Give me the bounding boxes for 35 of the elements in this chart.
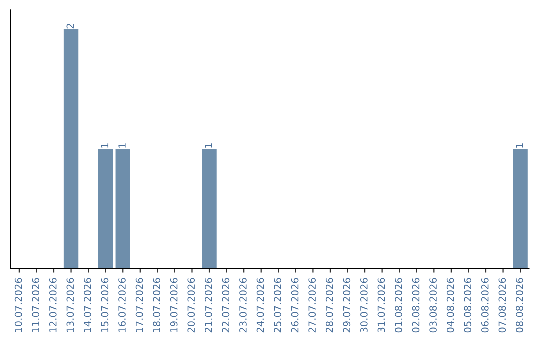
x-tick-label: 27.07.2026: [308, 278, 316, 333]
x-tick-label: 24.07.2026: [256, 278, 264, 333]
x-tick-label: 02.08.2026: [412, 278, 420, 333]
x-tick-label: 25.07.2026: [274, 278, 282, 333]
x-tick-label: 17.07.2026: [136, 278, 144, 332]
x-tick-label: 03.08.2026: [430, 278, 437, 333]
x-tick-label: 04.08.2026: [446, 278, 454, 333]
x-tick-label: 30.07.2026: [360, 278, 368, 333]
x-tick-label: 26.07.2026: [291, 278, 299, 333]
x-tick-label: 06.08.2026: [481, 278, 489, 333]
x-tick-label: 10.07.2026: [14, 278, 22, 332]
x-tick-label: 08.08.2026: [516, 278, 524, 333]
x-tick-label: 01.08.2026: [395, 278, 402, 333]
x-tick-label: 18.07.2026: [153, 278, 160, 332]
x-tick-label: 21.07.2026: [204, 278, 212, 333]
x-tick-label: 23.07.2026: [240, 278, 247, 333]
x-tick-label: 11.07.2026: [32, 278, 40, 332]
x-tick-label: 15.07.2026: [101, 278, 109, 332]
x-tick-label: 29.07.2026: [343, 278, 351, 333]
data-label: 2: [66, 24, 74, 29]
x-tick-label: 14.07.2026: [84, 278, 92, 332]
x-tick-label: 28.07.2026: [326, 278, 334, 333]
x-tick-label: 20.07.2026: [188, 278, 196, 333]
x-tick-label: 07.08.2026: [498, 278, 506, 333]
x-tick-label: 31.07.2026: [378, 278, 386, 333]
x-tick-label: 19.07.2026: [170, 278, 178, 332]
data-label: 1: [516, 144, 524, 148]
x-tick-label: 12.07.2026: [49, 278, 57, 332]
x-tick-label: 13.07.2026: [66, 278, 74, 332]
data-label: 1: [118, 144, 126, 148]
x-tick-label: 22.07.2026: [222, 278, 230, 333]
x-tick-label: 16.07.2026: [118, 278, 126, 332]
data-label: 1: [205, 144, 212, 148]
x-tick-label: 05.08.2026: [464, 278, 472, 333]
data-label: 1: [101, 144, 109, 148]
